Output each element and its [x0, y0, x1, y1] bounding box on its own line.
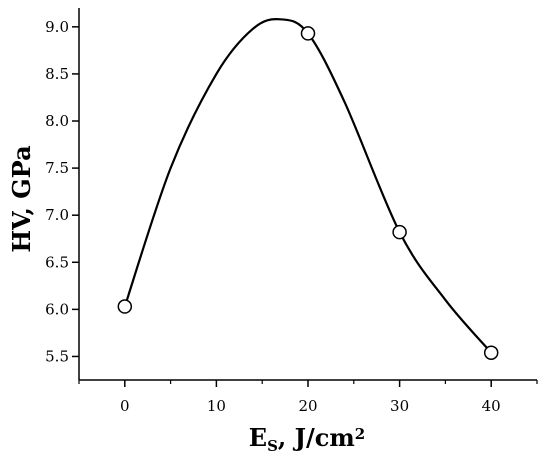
x-ticks: 0 10 20 30 40 — [78, 380, 538, 415]
x-axis-title-sup: 2 — [355, 425, 365, 443]
x-axis-title-sub: S — [267, 437, 278, 455]
y-tick-label: 7.0 — [45, 206, 69, 224]
x-tick-label: 10 — [207, 397, 226, 415]
data-point — [392, 224, 407, 240]
y-tick-label: 6.5 — [45, 253, 69, 271]
x-axis-title: ES, J/cm2 — [249, 423, 365, 455]
y-tick-label: 8.0 — [45, 112, 69, 130]
y-axis-title: HV, GPa — [7, 145, 36, 252]
x-tick-label: 30 — [390, 397, 409, 415]
y-tick-label: 8.5 — [45, 65, 69, 83]
data-point — [300, 26, 316, 41]
y-tick-label: 9.0 — [45, 18, 69, 36]
x-tick-label: 20 — [298, 397, 317, 415]
y-tick-label: 7.5 — [45, 159, 69, 177]
data-point — [483, 345, 499, 360]
x-tick-label: 40 — [482, 397, 501, 415]
fitted-curve — [123, 18, 493, 354]
data-markers — [117, 26, 499, 360]
y-ticks: 5.5 6.0 6.5 7.0 7.5 8.0 8.5 9.0 — [45, 18, 79, 365]
y-tick-label: 5.5 — [45, 347, 69, 365]
x-tick-label: 0 — [120, 397, 130, 415]
x-axis-title-main: E — [249, 423, 267, 452]
x-axis-title-rest: , J/cm — [278, 423, 355, 452]
y-tick-label: 6.0 — [45, 300, 69, 318]
data-point — [117, 299, 133, 314]
